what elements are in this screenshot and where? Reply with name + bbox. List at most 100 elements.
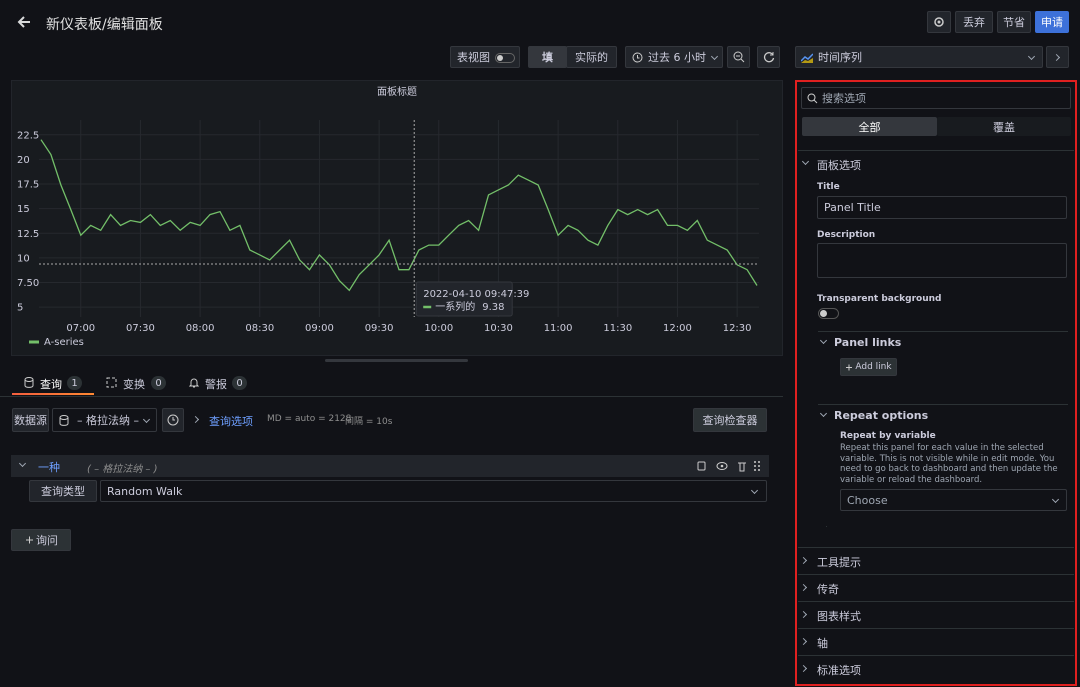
query-type-select[interactable]: Random Walk [100, 480, 767, 502]
x-tick-label: 09:00 [305, 323, 334, 334]
tab-overrides[interactable]: 覆盖 [937, 117, 1071, 136]
section-title[interactable]: 传奇 [817, 583, 839, 596]
y-tick-label: 10 [17, 253, 30, 264]
divider [818, 331, 1068, 332]
title-input[interactable]: Panel Title [817, 196, 1067, 219]
active-tab-underline [12, 393, 94, 395]
x-tick-label: 12:30 [723, 323, 752, 334]
x-tick-label: 09:30 [365, 323, 394, 334]
actual-button[interactable]: 实际的 [566, 46, 617, 68]
apply-button[interactable]: 申请 [1035, 11, 1069, 33]
divider [798, 655, 1074, 656]
divider [798, 601, 1074, 602]
tab-transform[interactable]: 变换 [123, 378, 145, 391]
discard-button[interactable]: 丢弃 [955, 11, 993, 33]
query-options-link[interactable]: 查询选项 [209, 415, 253, 428]
subsection-title[interactable]: Repeat options [834, 409, 929, 422]
help-button[interactable] [162, 408, 184, 432]
x-tick-label: 11:30 [603, 323, 632, 334]
legend-label: A-series [44, 337, 84, 348]
knob [497, 55, 503, 61]
panel-title: 面板标题 [377, 85, 417, 98]
back-arrow[interactable] [16, 14, 32, 30]
tab-query[interactable]: 查询 [40, 378, 62, 391]
add-query-button[interactable]: 询问 [11, 529, 71, 551]
query-type-label: 查询类型 [29, 480, 97, 502]
switch [495, 53, 515, 63]
x-tick-label: 08:00 [186, 323, 215, 334]
query-name[interactable]: 一种 [38, 461, 60, 474]
zoom-out-button[interactable] [727, 46, 750, 68]
transparent-switch[interactable] [818, 308, 839, 319]
tab-all[interactable]: 全部 [802, 117, 937, 136]
refresh-icon [763, 52, 774, 63]
zoom-icon [733, 51, 744, 63]
visualization-picker[interactable]: 时间序列 [795, 46, 1043, 68]
splitter[interactable] [325, 359, 468, 362]
time-range-picker[interactable]: 过去 6 小时 [625, 46, 723, 68]
section-title[interactable]: 面板选项 [817, 159, 861, 172]
x-tick-label: 11:00 [544, 323, 573, 334]
tab-alert[interactable]: 警报 [205, 378, 227, 391]
table-view-toggle[interactable]: 表视图 [450, 46, 520, 68]
label: 过去 6 小时 [648, 51, 706, 64]
tab-count: 0 [232, 376, 247, 390]
page-title: 新仪表板/编辑面板 [46, 17, 163, 33]
section-title[interactable]: 标准选项 [817, 664, 861, 677]
variable-select[interactable]: Choose [840, 489, 1067, 511]
viz-icon [801, 53, 813, 63]
y-tick-label: 22.5 [17, 130, 39, 141]
tooltip-time: 2022-04-10 09:47:39 [423, 289, 529, 300]
placeholder: 搜索选项 [822, 92, 866, 105]
y-tick-label: 17.5 [17, 180, 39, 191]
subsection-title[interactable]: Panel links [834, 336, 902, 349]
section-title[interactable]: 工具提示 [817, 556, 861, 569]
label: Add link [855, 362, 892, 372]
add-link-button[interactable]: Add link [840, 358, 897, 376]
y-tick-label: 7.50 [17, 278, 39, 289]
gear-icon [934, 17, 944, 27]
query-inspector-button[interactable]: 查询检查器 [693, 408, 767, 432]
settings-button[interactable] [927, 11, 951, 33]
search-icon [807, 93, 818, 104]
divider [798, 150, 1074, 151]
tab-count: 1 [67, 376, 82, 390]
save-button[interactable]: 节省 [997, 11, 1031, 33]
y-tick-label: 12.5 [17, 229, 39, 240]
interval: 间隔 = 10s [345, 417, 393, 427]
divider [798, 574, 1074, 575]
section-title[interactable]: 图表样式 [817, 610, 861, 623]
search-input[interactable]: 搜索选项 [801, 87, 1071, 109]
field-label: Title [817, 182, 840, 192]
divider [798, 628, 1074, 629]
description-input[interactable] [817, 243, 1067, 278]
datasource-select[interactable]: – 格拉法纳 – [52, 408, 157, 432]
x-tick-label: 10:30 [484, 323, 513, 334]
placeholder: Choose [847, 493, 888, 507]
help-text: Repeat this panel for each value in the … [840, 443, 1058, 485]
field-label: Repeat by variable [840, 431, 936, 441]
chart: 面板标题 5 7.50 10 12.5 15 17.5 20 22.5 07:00 07:30 08… [17, 85, 759, 348]
tab-count: 0 [151, 376, 166, 390]
plus-icon [26, 536, 33, 544]
query-row-header [11, 455, 769, 477]
x-tick-label: 08:30 [245, 323, 274, 334]
label: 询问 [36, 534, 58, 547]
tooltip [415, 281, 513, 317]
knob [820, 310, 827, 317]
row-actions[interactable] [697, 460, 763, 472]
tooltip-value: 9.38 [482, 302, 504, 313]
label: – 格拉法纳 – [77, 414, 139, 427]
section-title[interactable]: 轴 [817, 637, 828, 650]
tooltip-name: 一系列的 [435, 300, 475, 313]
help-icon [167, 414, 179, 426]
db-icon [59, 415, 69, 426]
options-pane [795, 80, 1077, 686]
next-button[interactable] [1046, 46, 1069, 68]
refresh-button[interactable] [757, 46, 780, 68]
x-tick-label: 12:00 [663, 323, 692, 334]
datasource-label: 数据源 [12, 408, 49, 432]
transform-icon [106, 377, 117, 388]
x-tick-label: 10:00 [424, 323, 453, 334]
